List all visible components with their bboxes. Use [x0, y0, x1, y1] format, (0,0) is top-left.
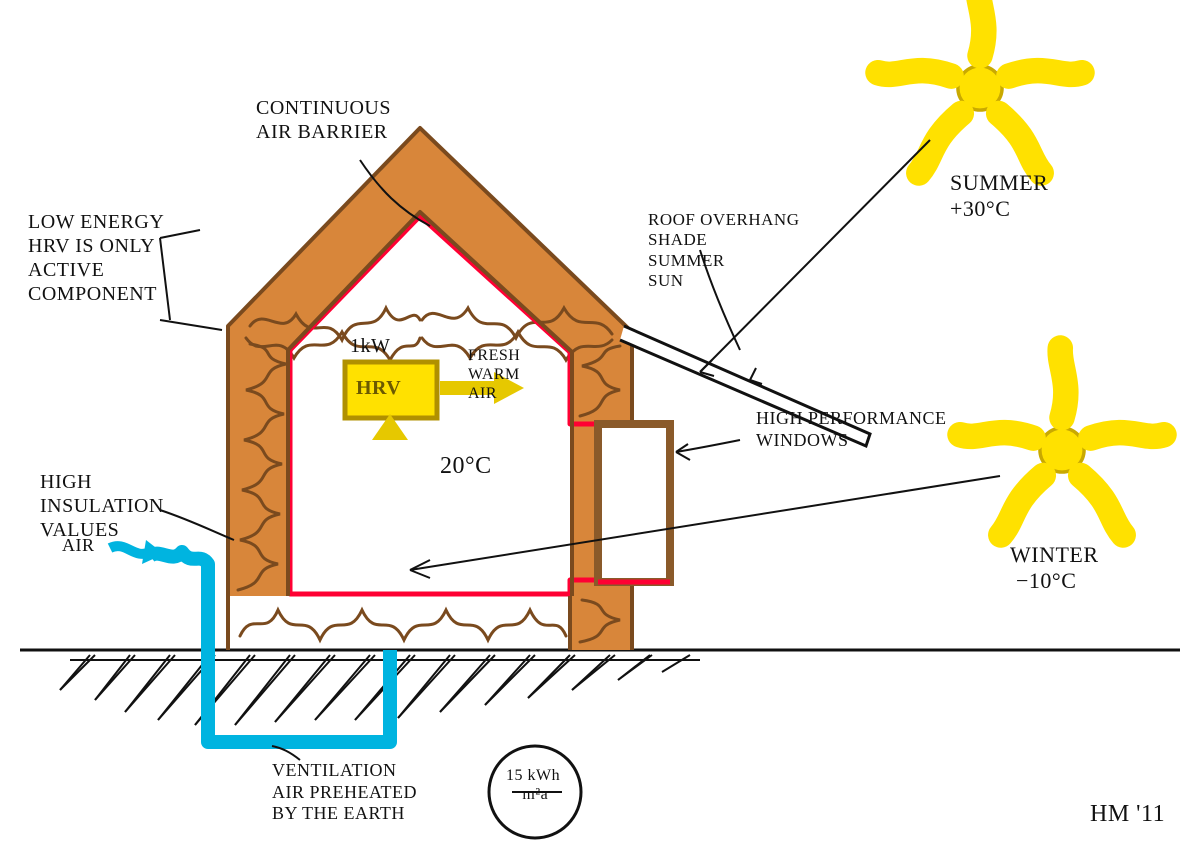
label-ventilation: VENTILATION AIR PREHEATED BY THE EARTH: [272, 760, 417, 825]
ground-hatching: [60, 655, 700, 725]
window: [598, 424, 670, 582]
label-fresh-air: FRESH WARM AIR: [468, 346, 520, 404]
label-hrv: HRV: [356, 376, 401, 400]
label-low-energy: LOW ENERGY HRV IS ONLY ACTIVE COMPONENT: [28, 210, 164, 306]
signature: HM '11: [1090, 800, 1165, 829]
label-air-barrier: CONTINUOUS AIR BARRIER: [256, 96, 391, 144]
label-overhang: ROOF OVERHANG SHADE SUMMER SUN: [648, 210, 799, 292]
label-winter: WINTER −10°C: [1010, 542, 1099, 595]
sun-winter: [960, 348, 1164, 535]
preheat-arrow: [372, 414, 408, 596]
label-1kw: 1kW: [350, 334, 390, 358]
label-insulation: HIGH INSULATION VALUES: [40, 470, 164, 542]
label-air: AIR: [62, 535, 95, 557]
label-circle: 15 kWh m²a: [506, 766, 560, 804]
label-windows: HIGH PERFORMANCE WINDOWS: [756, 408, 947, 451]
label-summer: SUMMER +30°C: [950, 170, 1048, 223]
label-indoor-temp: 20°C: [440, 452, 492, 481]
diagram-canvas: [0, 0, 1200, 860]
sun-summer: [878, 0, 1082, 173]
